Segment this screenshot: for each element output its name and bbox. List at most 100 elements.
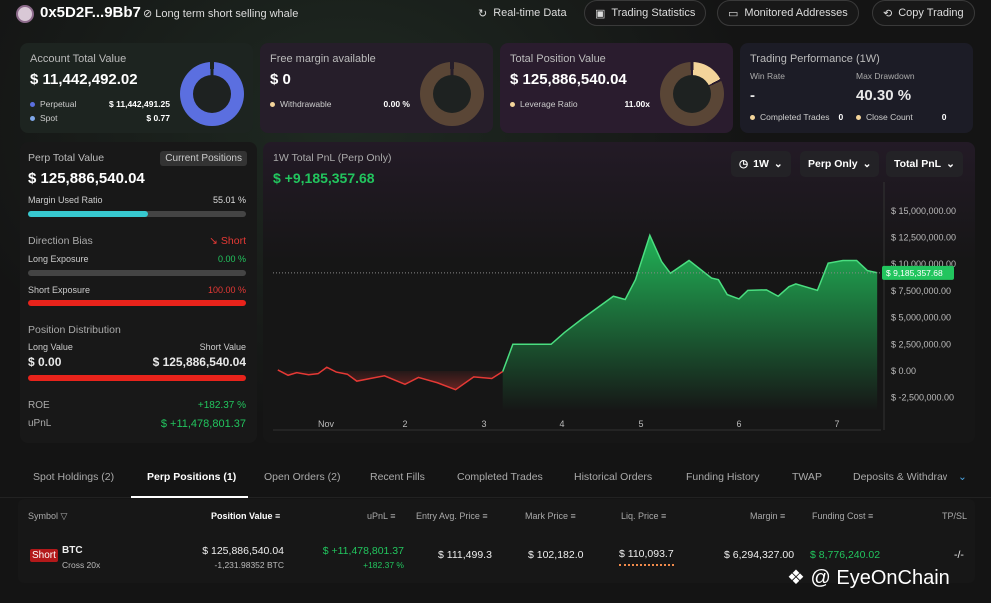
long-value-label: Long Value: [28, 342, 73, 352]
side-badge: Short: [30, 549, 58, 562]
button-label: Monitored Addresses: [744, 7, 848, 19]
position-value: $ 125,886,540.04: [202, 545, 284, 557]
upnl-label: uPnL: [28, 418, 52, 429]
y-tick-label: $ 15,000,000.00: [891, 206, 956, 216]
x-tick-label: 6: [736, 419, 741, 429]
dot-icon: [30, 101, 35, 107]
copy-trading-button[interactable]: ⟲ Copy Trading: [872, 0, 975, 26]
roe-value: +182.37 %: [197, 400, 246, 411]
chevron-down-icon[interactable]: ⌄: [958, 471, 967, 483]
refresh-icon: ↻: [478, 7, 488, 20]
current-positions-button[interactable]: Current Positions: [160, 151, 247, 166]
header: 0x5D2F...9Bb7 ⊘ Long term short selling …: [0, 0, 991, 30]
pnl-chart-panel: 1W Total PnL (Perp Only) $ +9,185,357.68…: [263, 142, 975, 443]
entry-price: $ 111,499.3: [438, 549, 492, 561]
col-symbol[interactable]: Symbol ▽: [28, 511, 67, 522]
tab-bar: Spot Holdings (2) Perp Positions (1) Ope…: [0, 460, 991, 498]
x-tick-label: 3: [481, 419, 486, 429]
sort-icon: ≡: [868, 511, 874, 521]
trading-performance-card: Trading Performance (1W) Win Rate - Max …: [740, 43, 973, 133]
account-value-card: Account Total Value $ 11,442,492.02 Perp…: [20, 43, 253, 133]
position-distribution-label: Position Distribution: [28, 324, 121, 336]
timeframe-dropdown[interactable]: ◷ 1W ⌄: [731, 151, 791, 177]
card-title: Trading Performance (1W): [750, 53, 880, 65]
legend-label: Perpetual: [40, 99, 77, 109]
tab-perp-positions[interactable]: Perp Positions (1): [147, 471, 237, 483]
col-position-value[interactable]: Position Value ≡: [211, 511, 280, 521]
current-value-badge: [882, 265, 954, 280]
legend-label: Withdrawable: [280, 99, 332, 109]
chart-title: 1W Total PnL (Perp Only): [273, 152, 392, 164]
short-value-label: Short Value: [199, 342, 246, 352]
x-tick-label: 2: [402, 419, 407, 429]
dropdown-label: Total PnL: [894, 158, 942, 170]
col-entry-price[interactable]: Entry Avg. Price ≡: [416, 511, 488, 521]
monitored-addresses-button[interactable]: ▭ Monitored Addresses: [717, 0, 859, 26]
margin: $ 6,294,327.00: [724, 549, 795, 561]
scope-dropdown[interactable]: Perp Only ⌄: [800, 151, 880, 177]
sort-icon: ≡: [482, 511, 488, 521]
legend-label: Close Count: [866, 112, 913, 122]
col-funding-cost[interactable]: Funding Cost ≡: [812, 511, 873, 521]
position-size: -1,231.98352 BTC: [214, 560, 284, 570]
dropdown-label: Perp Only: [808, 158, 858, 170]
win-rate-label: Win Rate: [750, 71, 785, 81]
funding-cost: $ 8,776,240.02: [810, 549, 881, 561]
sort-icon: ≡: [661, 511, 667, 521]
sort-icon: ≡: [570, 511, 576, 521]
trading-statistics-button[interactable]: ▣ Trading Statistics: [584, 0, 707, 26]
tab-open-orders[interactable]: Open Orders (2): [264, 471, 341, 483]
header-label: Funding Cost: [812, 511, 866, 521]
copy-icon: ⟲: [883, 7, 893, 20]
col-upnl[interactable]: uPnL ≡: [367, 511, 395, 521]
dot-icon: [270, 101, 275, 107]
metric-dropdown[interactable]: Total PnL ⌄: [886, 151, 963, 177]
legend-label: Leverage Ratio: [520, 99, 578, 109]
tab-spot-holdings[interactable]: Spot Holdings (2): [33, 471, 115, 483]
max-drawdown-label: Max Drawdown: [856, 71, 915, 81]
tab-historical-orders[interactable]: Historical Orders: [574, 471, 653, 483]
clock-icon: ◷: [739, 158, 749, 170]
avatar: [16, 5, 34, 23]
perp-title: Perp Total Value: [28, 152, 105, 164]
margin-used-value: 55.01 %: [212, 195, 246, 205]
y-tick-label: $ -2,500,000.00: [891, 393, 954, 403]
symbol[interactable]: BTC: [62, 545, 83, 556]
upnl: $ +11,478,801.37: [322, 545, 404, 557]
legend-withdrawable: Withdrawable: [270, 99, 332, 109]
tab-funding-history[interactable]: Funding History: [686, 471, 760, 483]
realtime-data-button[interactable]: ↻ Real-time Data: [468, 0, 577, 26]
dot-icon: [30, 115, 35, 121]
margin-used-fill: [28, 211, 148, 217]
col-margin[interactable]: Margin ≡: [750, 511, 785, 521]
col-tpsl: TP/SL: [942, 511, 968, 521]
tab-completed-trades[interactable]: Completed Trades: [457, 471, 543, 483]
short-value: $ 125,886,540.04: [152, 355, 246, 369]
wallet-tag: ⊘ Long term short selling whale: [143, 7, 298, 20]
x-tick-label: Nov: [318, 419, 335, 429]
monitor-icon: ▭: [728, 7, 739, 20]
upnl-value: $ +11,478,801.37: [160, 418, 246, 430]
header-label: Margin: [750, 511, 778, 521]
roe-label: ROE: [28, 400, 50, 411]
tab-deposits-withdrawals[interactable]: Deposits & Withdraw: [853, 471, 947, 483]
tag-text: Long term short selling whale: [155, 8, 299, 20]
position-donut-chart: [660, 62, 724, 126]
tab-recent-fills[interactable]: Recent Fills: [370, 471, 425, 483]
trend-down-icon: ↘: [209, 235, 221, 247]
direction-bias-value: ↘ Short: [209, 235, 246, 247]
tab-twap[interactable]: TWAP: [792, 471, 822, 483]
leverage-value: 11.00x: [624, 99, 650, 109]
withdrawable-value: 0.00 %: [383, 99, 410, 109]
close-count: Close Count 0: [856, 112, 947, 122]
wallet-address[interactable]: 0x5D2F...9Bb7: [40, 4, 141, 21]
col-mark-price[interactable]: Mark Price ≡: [525, 511, 576, 521]
legend-label: Spot: [40, 113, 58, 123]
perp-summary-panel: Perp Total Value Current Positions $ 125…: [20, 142, 257, 443]
header-label: Mark Price: [525, 511, 569, 521]
card-value: $ 0: [270, 71, 291, 88]
header-label: Liq. Price: [621, 511, 659, 521]
account-donut-chart: [180, 62, 244, 126]
col-liq-price[interactable]: Liq. Price ≡: [621, 511, 666, 521]
y-tick-label: $ 0.00: [891, 366, 916, 376]
